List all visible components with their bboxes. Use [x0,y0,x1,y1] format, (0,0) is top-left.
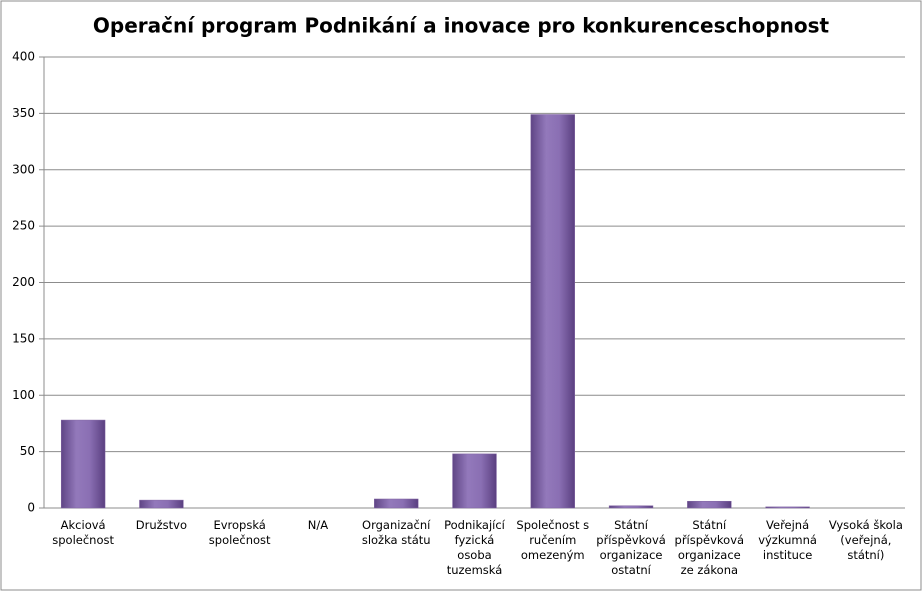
x-tick-label: Státní příspěvková organizace ze zákona [674,518,745,577]
y-tick-label: 400 [12,50,35,64]
x-tick-label: Akciová společnost [52,518,114,547]
bar [374,498,419,509]
x-tick-label: Státní příspěvková organizace ostatní [596,518,666,577]
y-tick-label: 50 [20,444,35,458]
y-tick-label: 300 [12,162,35,176]
x-tick-label: Vysoká škola (veřejná, státní) [828,518,903,562]
x-tick-label: Veřejná výzkumná instituce [758,518,817,562]
x-tick-label: Organizační složka státu [361,518,431,547]
y-tick-label: 200 [12,275,35,289]
y-tick-label: 150 [12,331,35,345]
x-tick-label: Družstvo [135,518,188,532]
bar [530,114,575,509]
y-tick-label: 100 [12,388,35,402]
y-tick-label: 350 [12,106,35,120]
x-tick-label: Společnost s ručením omezeným [516,518,590,562]
bar [139,499,184,509]
bar [60,419,106,509]
bar [608,505,654,509]
x-tick-label: Podnikající fyzická osoba tuzemská [444,518,505,577]
chart-title: Operační program Podnikání a inovace pro… [93,14,830,38]
y-tick-label: 0 [27,501,35,515]
bar [765,506,810,509]
x-tick-label: Evropská společnost [208,518,271,547]
bar [687,500,732,509]
x-tick-label: N/A [307,518,329,532]
bar [452,453,497,509]
y-tick-label: 250 [12,219,35,233]
